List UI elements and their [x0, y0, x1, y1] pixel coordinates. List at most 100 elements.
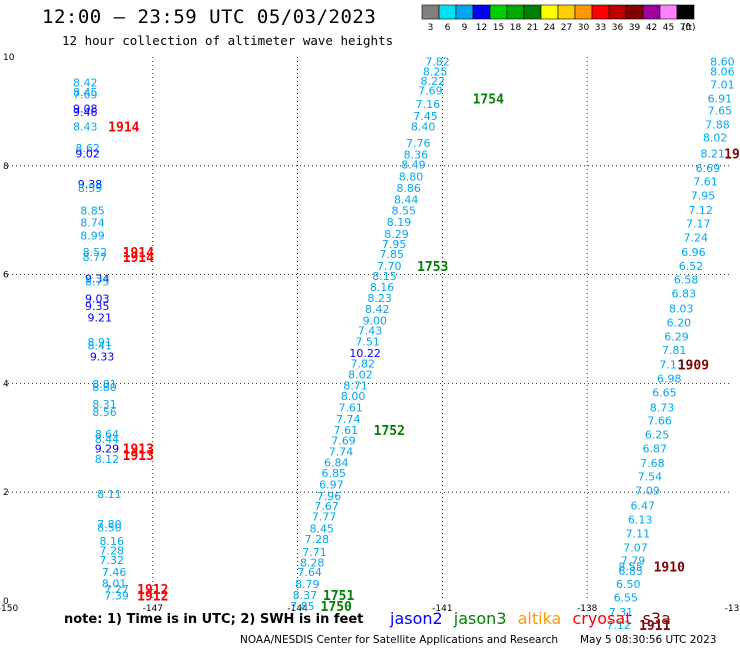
legend-swatch [591, 4, 610, 20]
swh-value-label: 6.55 [614, 592, 639, 605]
legend-swatch [642, 4, 661, 20]
swh-value-label: 9.29 [95, 443, 120, 456]
pass-time-tag: 1911 [639, 619, 670, 634]
pass-time-tag: 1914 [123, 251, 154, 266]
swh-value-label: 7.27 [104, 583, 129, 596]
swh-value-label: 6.58 [674, 273, 699, 286]
pass-time-tag: 1913 [123, 449, 154, 464]
swh-value-label: 7.80 [97, 518, 122, 531]
swh-value-label: 7.81 [662, 344, 687, 357]
swh-value-label: 8.64 [95, 428, 120, 441]
y-tick-label: 8 [3, 162, 9, 172]
swh-value-label: 8.00 [341, 390, 366, 403]
swh-value-label: 7.77 [312, 511, 337, 524]
swh-value-label: 6.65 [652, 387, 677, 400]
y-tick-label: 10 [3, 53, 15, 63]
swh-value-label: 8.31 [92, 398, 117, 411]
swh-value-label: 7.95 [691, 190, 716, 203]
swh-value-label: 8.01 [102, 578, 127, 591]
legend-label: 15 [493, 23, 504, 33]
swh-value-label: 7.61 [693, 176, 718, 189]
swh-value-label: 7.31 [609, 606, 634, 619]
legend-swatch [540, 4, 559, 20]
swh-value-label: 8.86 [396, 182, 421, 195]
legend-swatch [506, 4, 525, 20]
swh-value-label: 7.17 [686, 217, 711, 230]
swh-value-label: 9.02 [75, 147, 100, 160]
legend-label: 21 [527, 23, 538, 33]
pass-time-tag: 1912 [137, 583, 168, 598]
swh-value-label: 7.96 [317, 490, 342, 503]
pass-time-tag: 1751 [323, 589, 354, 604]
y-tick-label: 4 [3, 379, 9, 389]
swh-value-label: 8.22 [420, 75, 445, 88]
swh-value-label: 8.16 [370, 281, 395, 294]
swh-value-label: 6.69 [696, 162, 721, 175]
pass-time-tag: 1753 [417, 260, 448, 275]
swh-value-label: 8.43 [73, 121, 98, 134]
swh-value-label: 8.41 [87, 339, 112, 352]
swh-value-label: 6.91 [708, 92, 733, 105]
swh-value-label: 6.85 [322, 467, 347, 480]
swh-value-label: 9.46 [73, 106, 98, 119]
legend-label: 70 [680, 23, 692, 33]
legend-swatch [472, 4, 491, 20]
swh-value-label: 8.03 [669, 302, 694, 315]
pass-time-tag: 1752 [374, 424, 405, 439]
swh-value-label: 8.19 [387, 216, 412, 229]
swh-value-label: 6.20 [667, 316, 692, 329]
legend-swatch [455, 4, 474, 20]
swh-value-label: 9.00 [363, 314, 388, 327]
swh-value-label: 8.11 [97, 488, 122, 501]
swh-value-label: 6.83 [671, 288, 696, 301]
pass-time-tag: 1909 [678, 358, 709, 373]
swh-value-label: 6.96 [681, 246, 706, 259]
time-tags: 1914191419141913191319121912175417531752… [108, 92, 740, 634]
swh-value-label: 7.69 [418, 85, 443, 98]
swh-value-label: 6.25 [645, 429, 670, 442]
x-tick-label: -150 [0, 604, 18, 614]
swh-value-label: 7.74 [329, 445, 354, 458]
swh-value-label: 8.06 [710, 66, 735, 79]
y-tick-label: 2 [3, 488, 9, 498]
legend-unit: (ft) [682, 23, 696, 33]
swh-value-label: 7.76 [406, 137, 431, 150]
swh-value-label: 8.45 [309, 523, 334, 536]
swh-value-label: 8.02 [703, 132, 728, 145]
swh-value-label: 9.35 [85, 300, 110, 313]
color-legend: 3 6 9 12 15 18 21 24 27 30 33 36 39 42 45 70(ft) [421, 4, 696, 33]
legend-label: 18 [510, 23, 522, 33]
legend-label: 27 [561, 23, 572, 33]
pass-time-tag: 1754 [473, 92, 504, 107]
swh-value-label: 8.42 [365, 303, 390, 316]
legend-swatch [608, 4, 627, 20]
swh-value-label: 8.37 [293, 589, 318, 602]
swh-value-label: 8.45 [73, 86, 98, 99]
legend-label: 45 [663, 23, 674, 33]
x-tick-label: -144 [287, 604, 308, 614]
swh-value-label: 7.28 [305, 533, 330, 546]
swh-value-label: 8.25 [423, 66, 448, 79]
swh-value-label: 9.34 [85, 272, 110, 285]
swh-value-label: 8.02 [348, 369, 373, 382]
swh-value-label: 6.47 [630, 499, 655, 512]
swh-value-label: 8.60 [710, 55, 735, 68]
satellite-altika: altika [517, 609, 562, 628]
swh-value-label: 7.39 [104, 590, 129, 603]
swh-value-label: 8.28 [300, 556, 325, 569]
swh-value-label: 8.91 [87, 336, 112, 349]
swh-value-label: 7.61 [338, 401, 363, 414]
swh-value-label: 7.82 [425, 55, 450, 68]
legend-swatch [438, 4, 457, 20]
swh-value-label: 9.03 [85, 293, 110, 306]
swh-value-label: 7.28 [100, 544, 125, 557]
legend-label: 42 [646, 23, 657, 33]
swh-value-label: 7.32 [100, 554, 125, 567]
y-tick-label: 6 [3, 271, 9, 281]
legend-label: 12 [476, 23, 487, 33]
swh-value-label: 7.69 [331, 435, 356, 448]
swh-value-label: 7.74 [336, 413, 361, 426]
swh-value-label: 7.24 [684, 232, 709, 245]
swh-value-label: 8.80 [92, 381, 117, 394]
